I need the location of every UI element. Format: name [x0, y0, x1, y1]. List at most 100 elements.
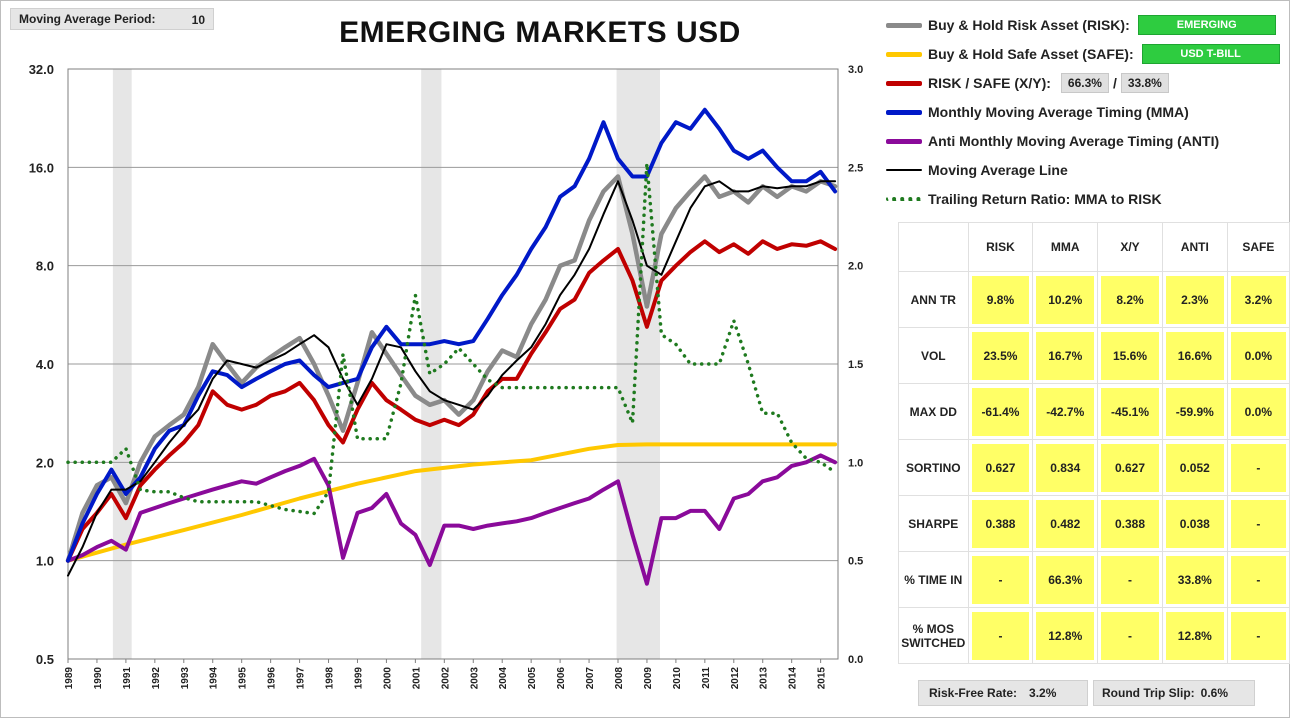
stats-cell: 0.0% — [1226, 383, 1290, 440]
x-tick-label: 2002 — [440, 667, 451, 690]
stats-cell: 16.7% — [1032, 327, 1099, 384]
xy-safe-pct: 33.8% — [1120, 73, 1169, 93]
stats-cell: - — [967, 551, 1034, 608]
plot-border — [67, 68, 839, 660]
series-line-trr — [66, 161, 837, 516]
x-tick-label: 1990 — [93, 667, 104, 690]
legend-xy-label: RISK / SAFE (X/Y): — [928, 75, 1051, 91]
stats-cell-value: 8.2% — [1101, 275, 1159, 324]
x-tick-label: 2007 — [585, 667, 596, 690]
legend-trr-label: Trailing Return Ratio: MMA to RISK — [928, 191, 1162, 207]
stats-row: ANN TR 9.8% 10.2% 8.2% 2.3% 3.2% — [898, 271, 1290, 328]
y-tick-label: 8.0 — [36, 259, 54, 274]
x-tick-label: 1993 — [180, 667, 191, 690]
stats-cell: 0.627 — [1097, 439, 1163, 496]
risk-asset-tag[interactable]: EMERGING — [1137, 15, 1276, 35]
slip-value: 0.6% — [1200, 686, 1229, 700]
stats-cell-value: - — [1230, 443, 1286, 492]
stats-cell-value: 9.8% — [971, 275, 1030, 324]
stats-cell-value: - — [1230, 555, 1286, 604]
round-trip-slip-box: Round Trip Slip: 0.6% — [1093, 680, 1255, 706]
x-tick-label: 2012 — [730, 667, 741, 690]
stats-row-label: % TIME IN — [898, 551, 969, 608]
stats-cell: 66.3% — [1032, 551, 1099, 608]
y2-tick-label: 0.5 — [848, 556, 863, 568]
legend-anti: Anti Monthly Moving Average Timing (ANTI… — [886, 130, 1219, 152]
x-tick-label: 1998 — [325, 667, 336, 690]
stats-cell-value: 16.7% — [1036, 331, 1095, 380]
stats-col-header: ANTI — [1161, 222, 1228, 272]
y-tick-label: 4.0 — [36, 357, 54, 372]
stats-cell-value: 0.0% — [1230, 331, 1286, 380]
stats-cell-value: 3.2% — [1230, 275, 1286, 324]
y-tick-label: 32.0 — [29, 62, 54, 77]
x-tick-label: 2009 — [643, 667, 654, 690]
stats-cell: 16.6% — [1161, 327, 1228, 384]
stats-cell-value: 12.8% — [1165, 611, 1224, 660]
axes: 0.5 1.0 2.0 4.0 8.0 16.0 32.0 0.0 0.5 1.0 1.5 2.0 2.… — [29, 62, 864, 689]
x-tick-label: 2014 — [788, 667, 799, 690]
y2-tick-label: 1.0 — [848, 457, 863, 469]
x-tick-label: 2003 — [469, 667, 480, 690]
stats-cell: 0.0% — [1226, 327, 1290, 384]
stats-cell-value: -42.7% — [1036, 387, 1095, 436]
stats-cell: - — [1226, 439, 1290, 496]
stats-cell: - — [1226, 551, 1290, 608]
xy-sep: / — [1112, 75, 1117, 91]
xy-swatch — [886, 80, 922, 86]
stats-cell-value: 16.6% — [1165, 331, 1224, 380]
stats-cell: 15.6% — [1097, 327, 1163, 384]
trr-swatch — [886, 197, 922, 201]
stats-row: % MOS SWITCHED -12.8% -12.8% - — [898, 607, 1290, 664]
x-tick-label: 1997 — [296, 667, 307, 690]
y2-tick-label: 0.0 — [848, 654, 863, 666]
stats-table: RISK MMA X/Y ANTI SAFE ANN TR 9.8% 10.2% 8.… — [898, 222, 1290, 664]
stats-cell: 0.834 — [1032, 439, 1099, 496]
x-tick-label: 2010 — [672, 667, 683, 690]
x-tick-label: 1994 — [209, 667, 220, 690]
stats-cell: 9.8% — [967, 271, 1034, 328]
stats-cell-value: 0.627 — [971, 443, 1030, 492]
stats-cell: -59.9% — [1161, 383, 1228, 440]
stats-header-row: RISK MMA X/Y ANTI SAFE — [898, 222, 1290, 272]
y2-tick-label: 2.5 — [848, 162, 863, 174]
x-tick-label: 2000 — [382, 667, 393, 690]
legend-risk-label: Buy & Hold Risk Asset (RISK): — [928, 17, 1130, 33]
stats-cell-value: - — [1230, 611, 1286, 660]
stats-cell: 0.388 — [1097, 495, 1163, 552]
x-tick-label: 1991 — [122, 667, 133, 690]
x-tick-label: 2011 — [701, 667, 712, 689]
stats-cell-value: - — [971, 611, 1030, 660]
stats-cell: - — [967, 607, 1034, 664]
stats-cell: 3.2% — [1226, 271, 1290, 328]
legend-trr: Trailing Return Ratio: MMA to RISK — [886, 188, 1162, 210]
risk-free-rate-box: Risk-Free Rate: 3.2% — [918, 680, 1088, 706]
stats-cell: - — [1226, 495, 1290, 552]
ma-period-label: Moving Average Period: — [19, 12, 156, 26]
stats-row: VOL 23.5% 16.7% 15.6% 16.6% 0.0% — [898, 327, 1290, 384]
stats-cell-value: - — [1101, 555, 1159, 604]
y-tick-label: 0.5 — [36, 652, 54, 667]
stats-cell-value: 66.3% — [1036, 555, 1095, 604]
anti-swatch — [886, 138, 922, 144]
y-tick-label: 1.0 — [36, 554, 54, 569]
rf-value: 3.2% — [1029, 686, 1057, 700]
stats-cell-value: 12.8% — [1036, 611, 1095, 660]
stats-cell: - — [1097, 607, 1163, 664]
safe-asset-tag[interactable]: USD T-BILL — [1141, 44, 1280, 64]
stats-row: SORTINO 0.627 0.834 0.627 0.052- — [898, 439, 1290, 496]
stats-row-label: VOL — [898, 327, 969, 384]
y-tick-label: 16.0 — [29, 160, 54, 175]
x-tick-label: 2006 — [556, 667, 567, 690]
stats-col-header: X/Y — [1097, 222, 1163, 272]
series-lines — [65, 107, 838, 586]
stats-row-label: ANN TR — [898, 271, 969, 328]
stats-cell-value: -59.9% — [1165, 387, 1224, 436]
gridlines — [68, 68, 838, 660]
stats-cell: 0.052 — [1161, 439, 1228, 496]
stats-cell: 2.3% — [1161, 271, 1228, 328]
stats-cell: 23.5% — [967, 327, 1034, 384]
stats-cell: 0.038 — [1161, 495, 1228, 552]
x-tick-label: 1992 — [151, 667, 162, 690]
